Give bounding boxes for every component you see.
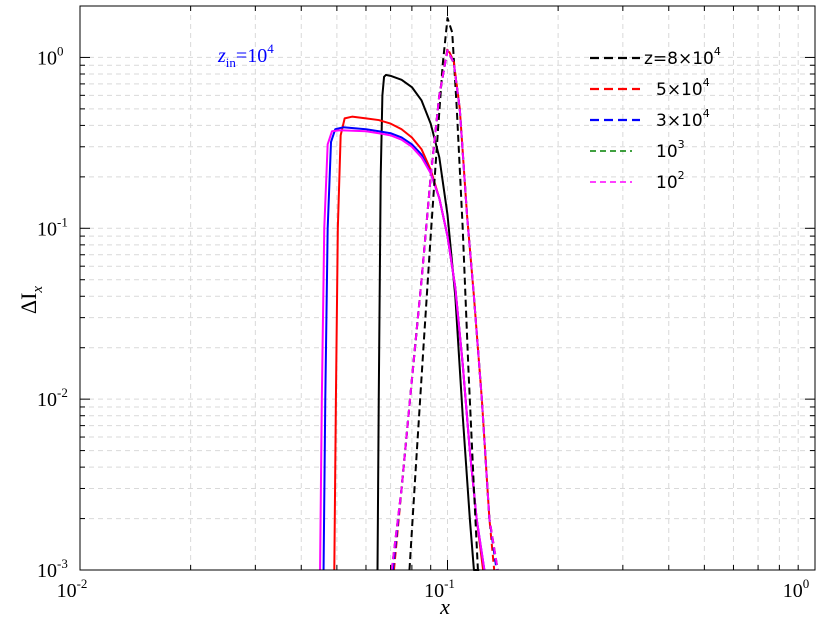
legend-label: 102 [656,169,685,193]
x-axis-label: x [439,594,450,619]
annotation-base: =10 [236,45,267,67]
y-tick-label: 10-1 [37,214,68,240]
legend-label: z=8×104 [644,45,721,69]
y-tick-label: 100 [37,43,64,69]
series-line-8 [319,129,486,571]
y-tick-label: 10-2 [37,385,68,411]
series-line-0 [408,17,479,571]
series-line-1 [392,47,496,571]
y-axis-label: ΔIx [16,286,46,314]
grid [80,6,815,570]
series-group [319,17,499,571]
y-tick-label: 10-3 [37,556,68,582]
svg-text:zin=104: zin=104 [217,41,274,70]
series-line-4 [390,49,499,571]
series-line-5 [376,73,480,571]
series-line-2 [391,49,498,571]
series-line-3 [390,49,499,571]
y-axis-label-main: ΔI [16,293,41,314]
x-tick-label: 100 [783,576,810,602]
annotation-exp: 4 [267,41,274,56]
annotation-sub: in [226,55,237,70]
legend-label: 3×104 [656,107,710,131]
legend-label: 5×104 [656,76,710,100]
x-tick-label: 10-1 [424,576,455,602]
svg-text:ΔIx: ΔIx [16,286,46,314]
y-axis-label-sub: x [30,286,46,294]
annotation-zin: zin=104 [217,41,274,70]
x-tick-label: 10-2 [57,576,88,602]
annotation-z: z [217,45,226,67]
legend: z=8×104 5×104 3×104 103 102 [590,45,721,193]
legend-label: 103 [656,138,685,162]
